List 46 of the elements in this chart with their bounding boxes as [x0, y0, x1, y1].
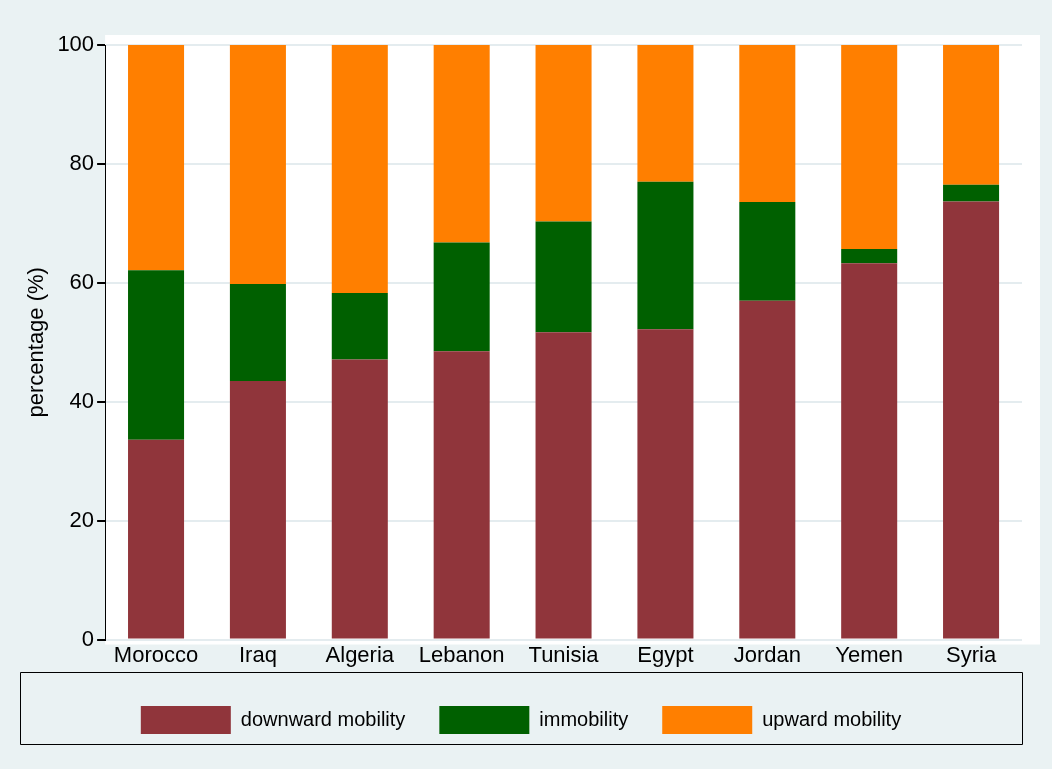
bar — [637, 45, 694, 182]
bar — [739, 300, 796, 639]
x-tick-label: Syria — [946, 641, 997, 667]
bar — [433, 351, 490, 639]
y-axis-title: percentage (%) — [23, 267, 49, 418]
bar — [739, 201, 796, 301]
bar — [739, 45, 796, 202]
bar — [535, 221, 592, 333]
bar — [637, 181, 694, 330]
bar — [229, 45, 286, 285]
y-tick-label: 20 — [69, 506, 95, 532]
bar — [331, 359, 388, 639]
bar — [229, 380, 286, 639]
bar — [535, 332, 592, 639]
legend-label: immobility — [539, 707, 629, 730]
x-tick-label: Morocco — [113, 641, 199, 667]
bar — [433, 242, 490, 352]
legend-label: upward mobility — [762, 707, 902, 730]
bar — [637, 329, 694, 639]
bar — [229, 284, 286, 381]
legend-label: downward mobility — [240, 707, 406, 730]
bar — [331, 292, 388, 360]
bar — [128, 270, 185, 440]
bar — [128, 439, 185, 639]
bar — [331, 45, 388, 293]
bar — [943, 45, 1000, 185]
bar — [841, 45, 898, 249]
y-tick-label: 0 — [81, 625, 95, 651]
x-tick-label: Yemen — [835, 641, 904, 667]
bar — [535, 45, 592, 222]
bar — [433, 45, 490, 243]
y-tick-label: 60 — [69, 268, 95, 294]
x-tick-label: Egypt — [637, 641, 694, 667]
bar — [943, 201, 1000, 639]
x-tick-label: Tunisia — [528, 641, 600, 667]
bar — [841, 248, 898, 264]
y-tick-label: 100 — [57, 31, 95, 57]
y-tick-label: 40 — [69, 387, 95, 413]
bar — [841, 263, 898, 639]
bar — [943, 184, 1000, 202]
x-tick-label: Algeria — [325, 641, 395, 667]
x-tick-label: Jordan — [733, 641, 801, 667]
y-tick-label: 80 — [69, 149, 95, 175]
x-tick-label: Lebanon — [418, 641, 505, 667]
bar — [128, 45, 185, 271]
x-tick-label: Iraq — [238, 641, 277, 667]
